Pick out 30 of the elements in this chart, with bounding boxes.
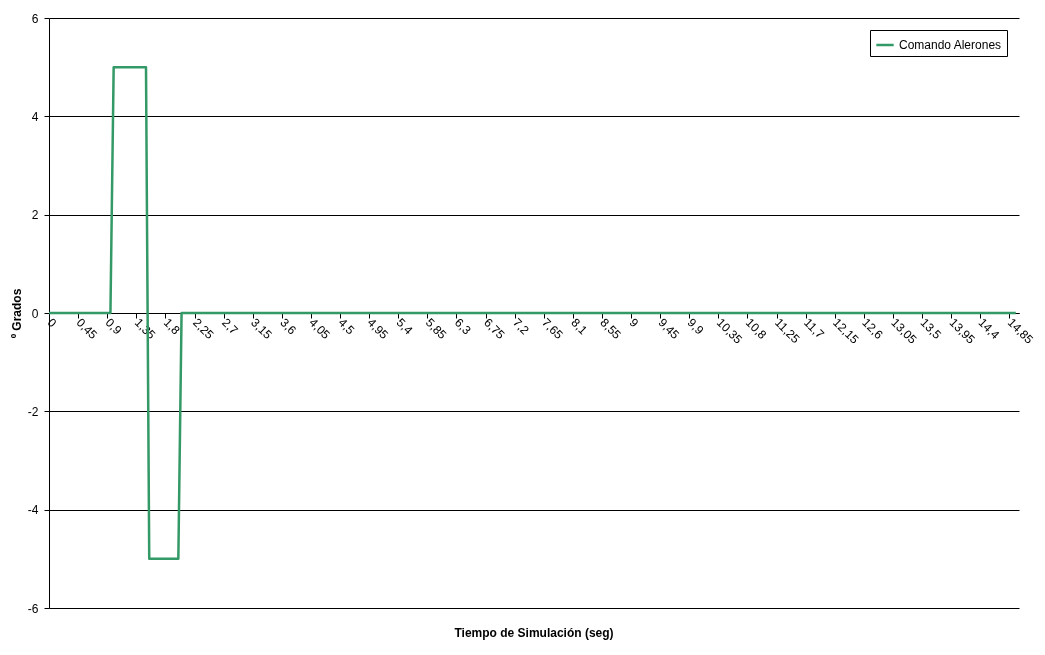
y-tick-label: 2 (31, 208, 39, 223)
y-tick-label: -4 (27, 503, 39, 518)
y-tick-label: -6 (27, 601, 39, 616)
y-tick-label: 4 (31, 109, 39, 124)
x-tick-label: 14,4 (975, 315, 1003, 343)
x-tick-label: 6,3 (451, 315, 474, 338)
x-tick-label: 4,05 (306, 315, 334, 343)
x-tick-label: 9 (626, 315, 642, 331)
x-tick-label: 3,6 (277, 315, 300, 338)
x-tick-label: 4,95 (364, 315, 392, 343)
legend-label: Comando Alerones (899, 38, 1002, 52)
x-tick-label: 10,8 (742, 315, 770, 343)
y-tick-label: 6 (31, 11, 39, 26)
y-tick-label: -2 (27, 404, 39, 419)
x-axis-title: Tiempo de Simulación (seg) (454, 626, 614, 640)
x-tick-label: 8,1 (568, 315, 591, 338)
x-tick-label: 5,4 (393, 315, 416, 338)
x-tick-label: 12,6 (859, 315, 886, 343)
x-tick-label: 11,7 (801, 315, 828, 342)
x-tick-label: 9,9 (684, 315, 707, 338)
x-tick-label: 8,55 (597, 315, 625, 343)
x-tick-label: 13,5 (917, 315, 945, 343)
x-tick-label: 1,8 (160, 315, 183, 338)
x-tick-label: 2,7 (219, 315, 242, 338)
y-axis-title: º Grados (9, 288, 24, 339)
x-tick-label: 7,2 (510, 315, 533, 338)
x-tick-label: 4,5 (335, 315, 358, 338)
x-tick-label: 0,9 (102, 315, 125, 338)
x-tick-label: 9,45 (655, 315, 683, 343)
x-tick-label: 6,75 (481, 315, 508, 343)
